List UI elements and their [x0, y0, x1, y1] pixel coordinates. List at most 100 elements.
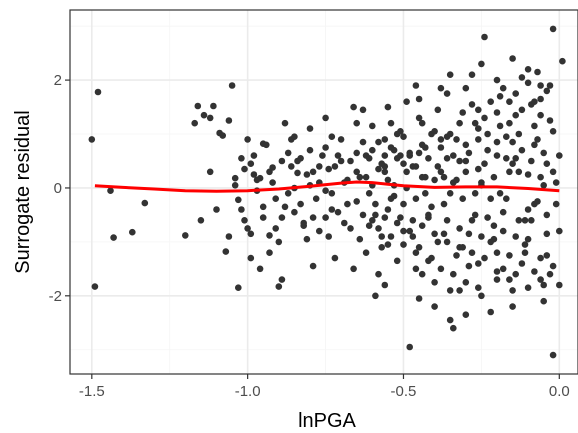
- data-point: [531, 268, 538, 275]
- data-point: [521, 217, 529, 224]
- y-axis: -2 0 2: [49, 72, 70, 305]
- data-point: [549, 128, 557, 135]
- data-point: [552, 179, 560, 186]
- data-point: [556, 281, 563, 289]
- data-point: [434, 106, 442, 114]
- data-point: [468, 71, 476, 78]
- data-point: [331, 163, 339, 170]
- y-tick-label: -2: [49, 288, 62, 305]
- data-point: [537, 276, 544, 283]
- data-point: [369, 122, 376, 130]
- data-point: [88, 136, 96, 143]
- data-point: [353, 198, 361, 205]
- data-point: [328, 206, 336, 213]
- data-point: [210, 102, 217, 110]
- data-point: [347, 157, 354, 165]
- data-point: [478, 60, 485, 68]
- data-point: [503, 133, 510, 140]
- data-point: [107, 187, 114, 194]
- data-point: [446, 316, 454, 324]
- data-point: [334, 208, 342, 216]
- data-point: [362, 173, 370, 181]
- data-point: [549, 351, 557, 359]
- data-point: [225, 117, 233, 124]
- data-point: [453, 136, 460, 143]
- data-point: [481, 114, 488, 122]
- data-point: [362, 249, 370, 256]
- data-point: [481, 33, 488, 41]
- data-point: [506, 276, 513, 283]
- data-point: [512, 155, 519, 162]
- data-point: [238, 206, 245, 213]
- data-point: [309, 168, 317, 176]
- data-point: [431, 128, 438, 135]
- data-point: [331, 254, 339, 262]
- data-point: [481, 254, 488, 262]
- data-point: [537, 254, 544, 262]
- data-point: [462, 84, 470, 92]
- data-point: [322, 114, 329, 122]
- data-point: [437, 136, 445, 143]
- data-point: [509, 55, 516, 62]
- data-point: [206, 168, 214, 176]
- data-point: [537, 173, 544, 181]
- data-point: [235, 284, 242, 292]
- data-point: [453, 252, 460, 259]
- data-point: [344, 200, 351, 208]
- data-point: [543, 230, 551, 238]
- data-point: [291, 133, 298, 140]
- data-point: [493, 138, 501, 146]
- data-point: [393, 155, 401, 162]
- data-point: [531, 122, 538, 130]
- data-point: [437, 144, 445, 151]
- data-point: [328, 190, 336, 197]
- data-point: [387, 119, 395, 127]
- data-point: [375, 225, 382, 232]
- data-point: [487, 238, 495, 246]
- data-point: [459, 244, 467, 251]
- data-point: [225, 233, 233, 240]
- data-point: [365, 190, 373, 197]
- data-point: [275, 283, 283, 290]
- data-point: [478, 179, 485, 186]
- data-point: [487, 98, 495, 105]
- data-point: [524, 284, 532, 292]
- data-point: [415, 244, 423, 251]
- data-point: [288, 163, 295, 170]
- y-tick-label: 0: [54, 180, 62, 197]
- data-point: [129, 228, 136, 236]
- data-point: [322, 214, 329, 221]
- data-point: [384, 103, 392, 111]
- data-point: [253, 176, 261, 184]
- data-point: [244, 225, 251, 232]
- data-point: [400, 160, 407, 167]
- x-tick-label: 0.0: [549, 383, 570, 400]
- data-point: [506, 119, 513, 127]
- data-point: [475, 125, 482, 132]
- data-point: [247, 254, 255, 262]
- data-point: [543, 160, 551, 167]
- data-point: [549, 262, 557, 270]
- data-point: [499, 84, 507, 92]
- data-point: [390, 146, 398, 154]
- data-point: [540, 297, 547, 305]
- data-point: [372, 292, 379, 300]
- data-point: [552, 200, 560, 208]
- data-point: [381, 152, 389, 159]
- data-point: [496, 122, 504, 130]
- data-point: [437, 168, 445, 176]
- data-point: [450, 152, 457, 159]
- data-point: [499, 227, 507, 235]
- data-point: [372, 211, 379, 219]
- data-point: [400, 227, 407, 235]
- data-point: [206, 114, 214, 122]
- data-point: [431, 176, 438, 184]
- data-point: [471, 211, 479, 219]
- data-point: [278, 157, 286, 165]
- data-point: [440, 200, 448, 208]
- data-point: [462, 141, 470, 149]
- data-point: [528, 157, 535, 165]
- data-point: [369, 146, 376, 154]
- data-point: [341, 219, 348, 227]
- data-point: [437, 265, 445, 273]
